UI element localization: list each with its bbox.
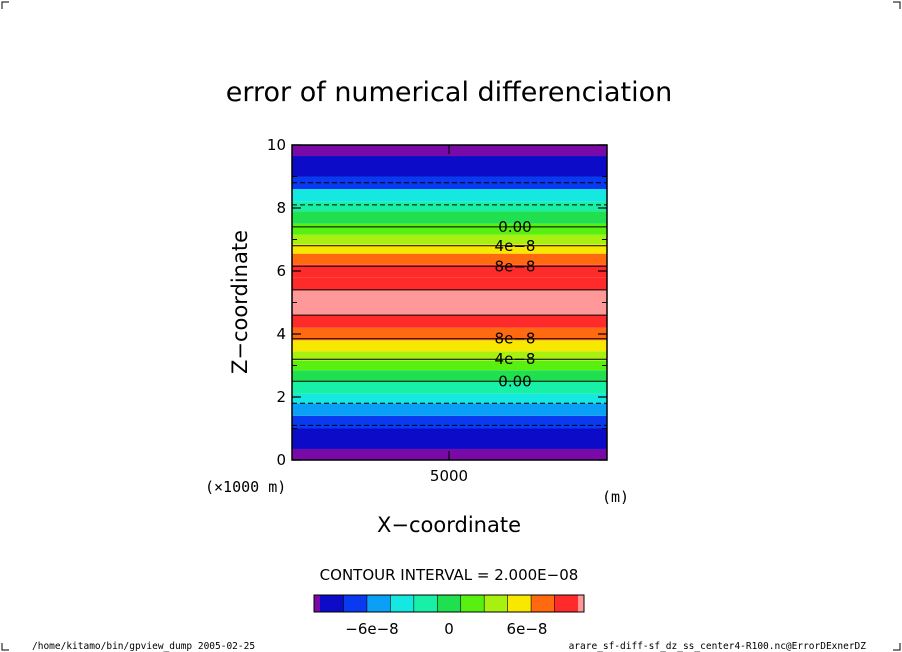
y-tick-label: 10 — [267, 136, 286, 154]
contour-band — [292, 340, 607, 352]
contour-band — [292, 381, 607, 394]
contour-label: 4e−8 — [495, 350, 536, 368]
contour-band — [292, 393, 607, 404]
contour-band — [292, 244, 607, 254]
y-tick-label: 2 — [276, 388, 286, 406]
contour-band — [292, 253, 607, 265]
contour-band — [292, 234, 607, 245]
colorbar-tick-label: 6e−8 — [507, 620, 548, 638]
colorbar-tick-label: −6e−8 — [345, 620, 398, 638]
contour-band — [292, 223, 607, 235]
y-tick-label: 6 — [276, 262, 286, 280]
colorbar-segment — [437, 595, 462, 612]
colorbar-segment — [413, 595, 438, 612]
colorbar — [313, 594, 585, 613]
footer-left: /home/kitamo/bin/gpview_dump 2005-02-25 — [32, 641, 255, 652]
contour-band — [292, 189, 607, 202]
contour-band — [292, 360, 607, 371]
contour-label: 0.00 — [498, 372, 531, 390]
colorbar-tick-labels: −6e−8 0 6e−8 — [345, 620, 547, 638]
x-unit-label: (m) — [602, 488, 629, 506]
colorbar-segment — [484, 595, 509, 612]
colorbar-segment — [390, 595, 415, 612]
contour-band — [292, 156, 607, 177]
colorbar-segment — [460, 595, 485, 612]
colorbar-segment — [320, 595, 344, 612]
colorbar-frame — [313, 594, 585, 613]
contour-label: 8e−8 — [495, 257, 536, 275]
contour-band — [292, 264, 607, 278]
x-axis-ticks: 5000 — [430, 145, 468, 485]
contour-band — [292, 176, 607, 190]
y-axis-ticks: 0 2 4 6 8 10 — [267, 136, 607, 469]
x-scale-note: (×1000 m) — [205, 478, 286, 496]
colorbar-tick-label: 0 — [444, 620, 454, 638]
contour-band — [292, 289, 607, 316]
contour-interval-label: CONTOUR INTERVAL = 2.000E−08 — [320, 566, 579, 584]
x-tick-label: 5000 — [430, 467, 468, 485]
contour-label: 0.00 — [498, 218, 531, 236]
contour-band — [292, 370, 607, 382]
contour-band — [292, 201, 607, 212]
contour-label: 4e−8 — [495, 237, 536, 255]
contour-band — [292, 403, 607, 416]
footer-right: arare_sf-diff-sf_dz_ss_center4-R100.nc@E… — [569, 641, 867, 652]
contour-band — [292, 277, 607, 290]
contour-band — [292, 327, 607, 341]
colorbar-segment — [366, 595, 391, 612]
y-tick-label: 4 — [276, 325, 286, 343]
contour-band — [292, 315, 607, 328]
y-axis-label: Z−coordinate — [228, 230, 252, 374]
chart-title: error of numerical differenciation — [226, 77, 672, 108]
colorbar-end-high — [578, 595, 584, 612]
contour-lines — [292, 182, 607, 426]
contour-label: 8e−8 — [495, 330, 536, 348]
colorbar-end-low — [314, 595, 320, 612]
colorbar-segment — [507, 595, 532, 612]
colorbar-segment — [531, 595, 556, 612]
y-tick-label: 0 — [276, 451, 286, 469]
contour-band — [292, 211, 607, 224]
contour-bands — [292, 145, 607, 460]
x-axis-label: X−coordinate — [377, 513, 521, 537]
contour-band — [292, 428, 607, 449]
colorbar-segment — [343, 595, 368, 612]
contour-band — [292, 351, 607, 361]
colorbar-segment — [554, 595, 579, 612]
contour-band — [292, 415, 607, 429]
y-tick-label: 8 — [276, 199, 286, 217]
